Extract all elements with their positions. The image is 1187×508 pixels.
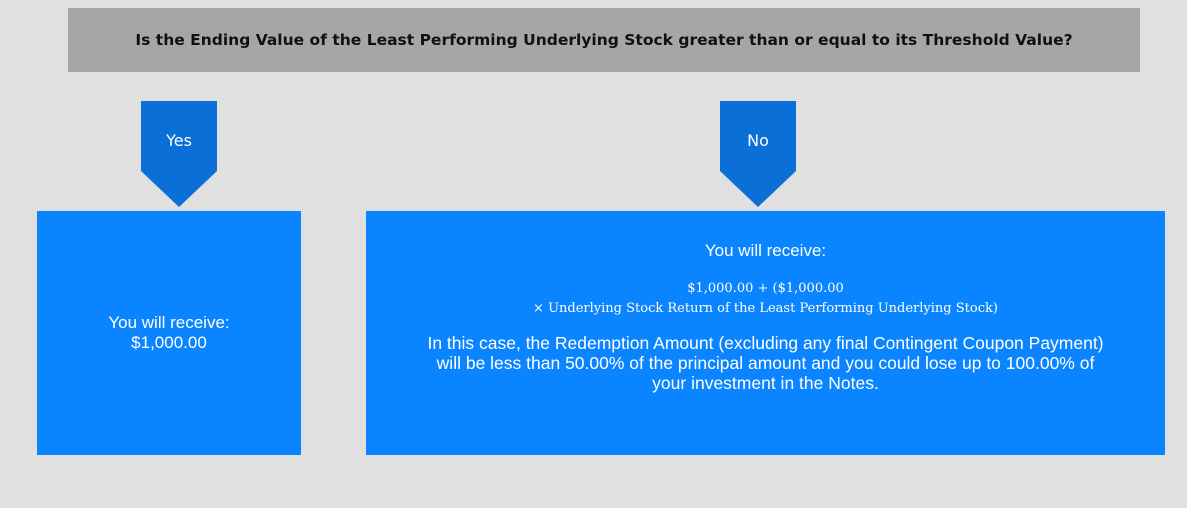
formula-line: $1,000.00 + ($1,000.00 — [687, 281, 844, 296]
heading: You will receive: — [704, 241, 827, 260]
yes-arrow: Yes — [141, 101, 217, 207]
note: In this case, the Redemption Amount (exc… — [427, 333, 1104, 393]
no-box: You will receive: $1,000.00 + ($1,000.00… — [366, 211, 1165, 455]
yes-box: You will receive: $1,000.00 — [37, 211, 301, 455]
yes-label: Yes — [165, 131, 192, 150]
text: $1,000.00 — [131, 333, 207, 352]
question: Is the Ending Value of the Least Perform… — [68, 8, 1140, 72]
no-arrow: No — [720, 101, 796, 207]
no-label: No — [747, 131, 769, 150]
formula: $1,000.00 + ($1,000.00 × Underlying Stoc… — [366, 279, 1165, 319]
formula-line: × Underlying Stock Return of the Least P… — [533, 301, 998, 316]
text: You will receive: — [108, 313, 230, 332]
